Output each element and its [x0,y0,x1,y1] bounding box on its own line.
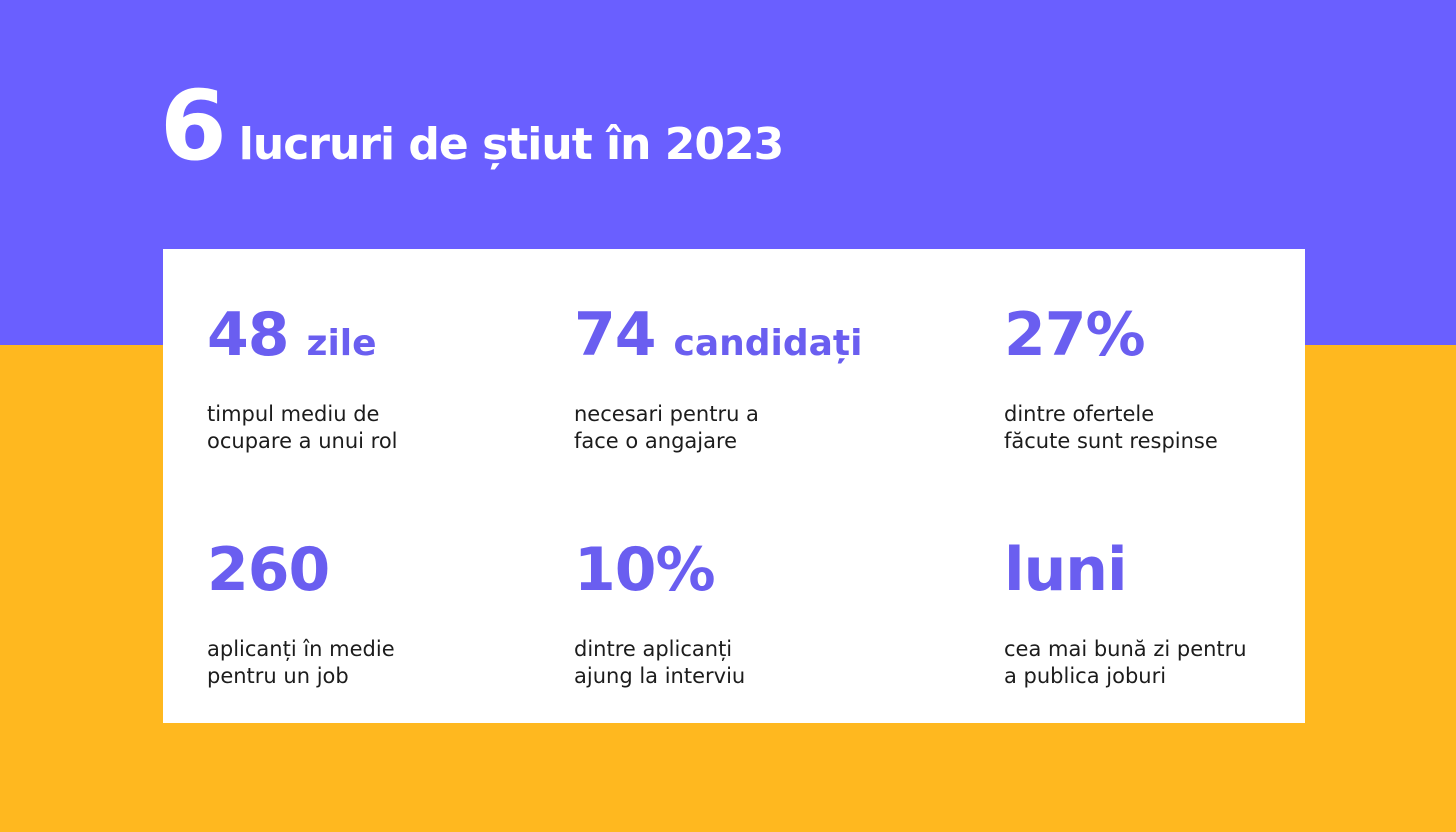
stat-value: 260 [207,540,395,600]
stat-description-line: necesari pentru a [574,402,759,426]
title-text: lucruri de știut în 2023 [238,119,784,170]
stat-value: luni [1004,540,1247,600]
stat-unit: candidați [673,323,863,364]
stat-interview-rate: 10% dintre aplicanți ajung la interviu [574,540,745,690]
stat-days-to-fill: 48 zile timpul mediu de ocupare a unui r… [207,305,398,455]
stat-offers-rejected: 27% dintre ofertele făcute sunt respinse [1004,305,1218,455]
stat-number: 27% [1004,300,1146,370]
stat-value: 27% [1004,305,1218,365]
stat-value: 74 candidați [574,305,862,365]
title-number: 6 [160,70,227,182]
stat-number: 48 [207,300,289,370]
stat-description-line: dintre ofertele [1004,402,1155,426]
stat-number: 10% [574,535,716,605]
stat-description-line: pentru un job [207,664,349,688]
stat-description-line: dintre aplicanți [574,637,733,661]
stat-number: luni [1004,535,1128,605]
stat-value: 48 zile [207,305,398,365]
stat-description-line: face o angajare [574,429,738,453]
stat-description: cea mai bună zi pentru a publica joburi [1004,636,1247,690]
stat-description-line: făcute sunt respinse [1004,429,1218,453]
stat-description: aplicanți în medie pentru un job [207,636,395,690]
stat-description-line: ocupare a unui rol [207,429,398,453]
stats-card: 48 zile timpul mediu de ocupare a unui r… [163,249,1305,723]
stat-description-line: ajung la interviu [574,664,746,688]
stat-candidates-per-hire: 74 candidați necesari pentru a face o an… [574,305,862,455]
stat-number: 260 [207,535,330,605]
stat-description-line: aplicanți în medie [207,637,395,661]
stat-description-line: a publica joburi [1004,664,1167,688]
stat-description-line: cea mai bună zi pentru [1004,637,1247,661]
stat-description: timpul mediu de ocupare a unui rol [207,401,398,455]
stat-description: dintre ofertele făcute sunt respinse [1004,401,1218,455]
stat-number: 74 [574,300,656,370]
stat-best-day: luni cea mai bună zi pentru a publica jo… [1004,540,1247,690]
stat-description: dintre aplicanți ajung la interviu [574,636,745,690]
stat-value: 10% [574,540,745,600]
stat-applicants-per-job: 260 aplicanți în medie pentru un job [207,540,395,690]
stat-description-line: timpul mediu de [207,402,380,426]
stat-unit: zile [306,323,377,364]
page-title: 6 lucruri de știut în 2023 [160,70,784,182]
stat-description: necesari pentru a face o angajare [574,401,862,455]
